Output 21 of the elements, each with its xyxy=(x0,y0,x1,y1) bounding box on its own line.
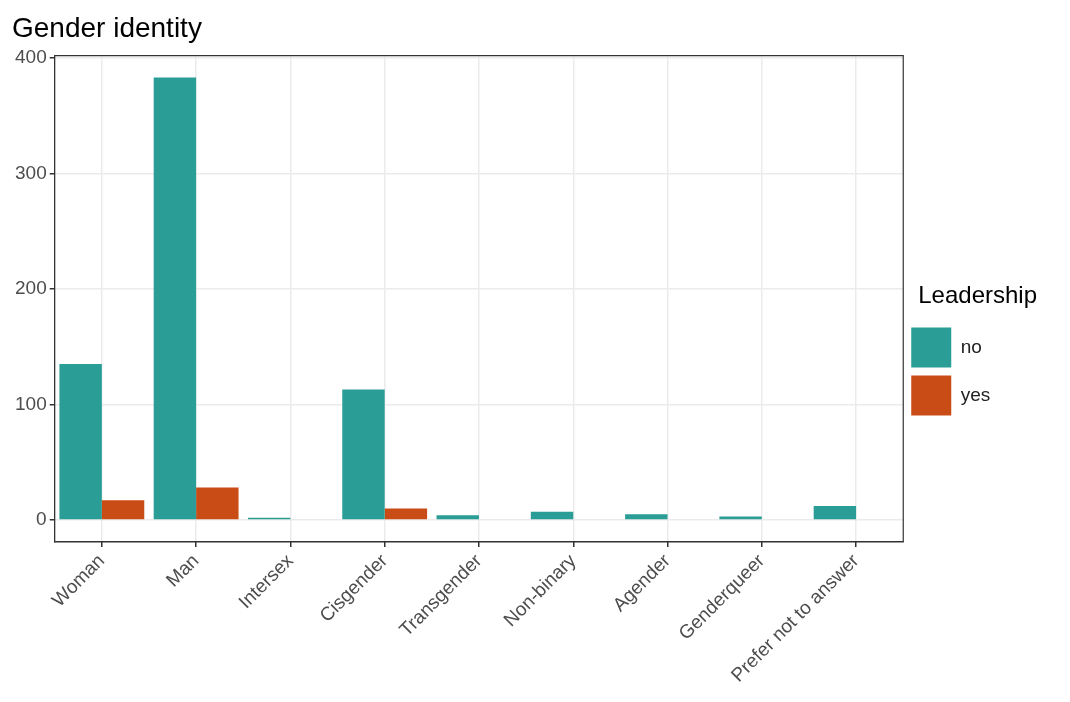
legend-label: no xyxy=(960,335,982,357)
y-tick-label: 100 xyxy=(15,392,47,414)
chart-title: Gender identity xyxy=(12,11,202,43)
y-tick-label: 300 xyxy=(15,161,47,183)
bar xyxy=(384,508,428,520)
bar xyxy=(342,389,385,520)
bar xyxy=(436,515,479,520)
x-tick-label: Man xyxy=(161,549,203,591)
bar xyxy=(625,514,668,520)
bar xyxy=(813,506,857,520)
y-tick-label: 200 xyxy=(15,277,47,299)
bar xyxy=(530,511,574,520)
y-tick-label: 400 xyxy=(15,46,47,68)
bar xyxy=(153,77,197,520)
bar xyxy=(101,500,145,520)
y-tick-label: 0 xyxy=(36,508,47,530)
bar xyxy=(719,516,762,520)
bar xyxy=(59,364,102,520)
legend-title: Leadership xyxy=(918,281,1037,309)
bar xyxy=(196,487,239,520)
legend-label: yes xyxy=(960,383,991,405)
